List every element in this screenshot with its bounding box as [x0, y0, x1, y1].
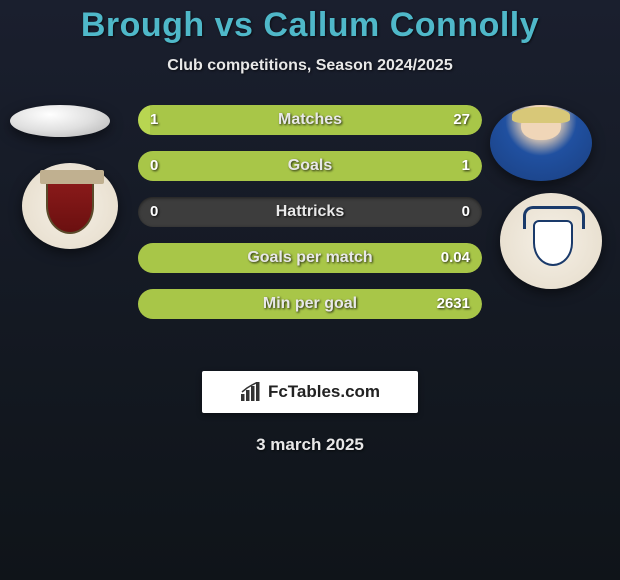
- crest-left-icon: [46, 178, 94, 234]
- stat-bars: Matches127Goals01Hattricks00Goals per ma…: [138, 105, 482, 335]
- bar-background: [138, 105, 482, 135]
- stat-value-right: 27: [453, 105, 470, 135]
- stat-value-right: 2631: [437, 289, 470, 319]
- player-left-avatar: [10, 105, 110, 137]
- bar-background: [138, 243, 482, 273]
- date-label: 3 march 2025: [0, 435, 620, 455]
- player-right-avatar: [490, 105, 592, 181]
- attribution-box: FcTables.com: [202, 371, 418, 413]
- bar-background: [138, 151, 482, 181]
- stats-area: Matches127Goals01Hattricks00Goals per ma…: [0, 105, 620, 345]
- comparison-infographic: Brough vs Callum Connolly Club competiti…: [0, 0, 620, 580]
- crest-right-icon: [521, 206, 581, 276]
- stat-value-left: 0: [150, 151, 158, 181]
- subtitle: Club competitions, Season 2024/2025: [0, 57, 620, 75]
- club-left-badge: [22, 163, 118, 249]
- stat-value-right: 0: [462, 197, 470, 227]
- bar-fill-left: [138, 105, 150, 135]
- stat-value-right: 1: [462, 151, 470, 181]
- attribution-text: FcTables.com: [268, 382, 380, 402]
- page-title: Brough vs Callum Connolly: [0, 6, 620, 45]
- stat-row: Min per goal2631: [138, 289, 482, 319]
- bar-fill-right: [138, 151, 482, 181]
- bar-fill-right: [138, 289, 482, 319]
- club-right-badge: [500, 193, 602, 289]
- stat-row: Goals01: [138, 151, 482, 181]
- stat-value-left: 0: [150, 197, 158, 227]
- stat-row: Hattricks00: [138, 197, 482, 227]
- bar-fill-right: [150, 105, 482, 135]
- stat-row: Goals per match0.04: [138, 243, 482, 273]
- bar-background: [138, 197, 482, 227]
- chart-icon: [240, 382, 262, 402]
- bar-background: [138, 289, 482, 319]
- stat-value-left: 1: [150, 105, 158, 135]
- bar-fill-right: [138, 243, 482, 273]
- stat-value-right: 0.04: [441, 243, 470, 273]
- stat-row: Matches127: [138, 105, 482, 135]
